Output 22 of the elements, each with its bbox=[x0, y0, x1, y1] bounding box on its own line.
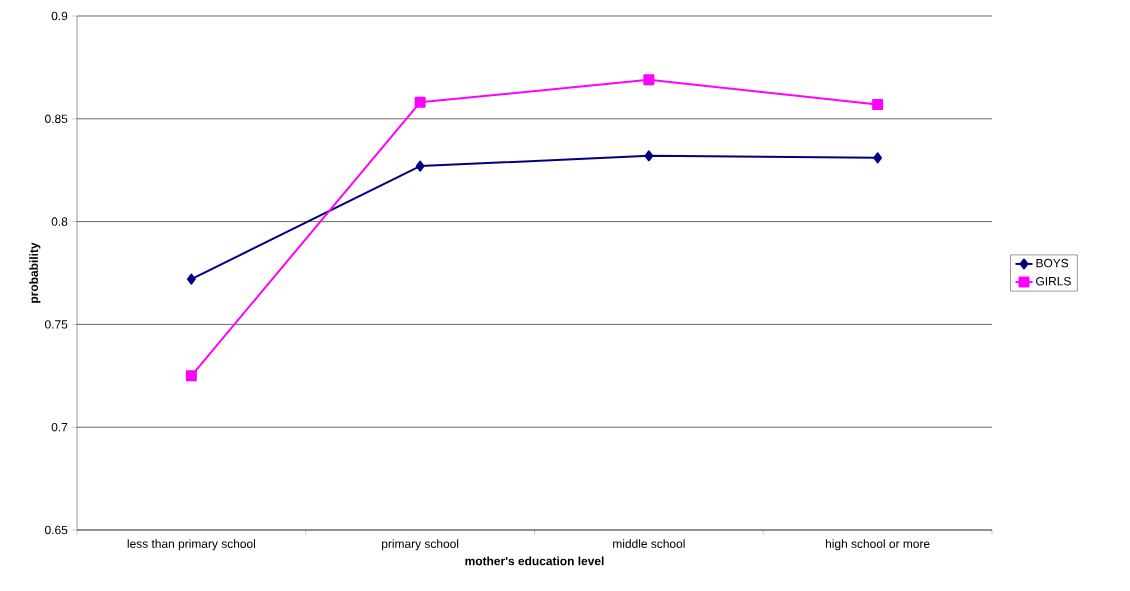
x-tick-label: less than primary school bbox=[127, 539, 256, 551]
legend-label: GIRLS bbox=[1036, 276, 1071, 286]
y-tick-label: 0.8 bbox=[51, 217, 68, 226]
x-tick-label: primary school bbox=[382, 539, 459, 551]
point bbox=[185, 370, 197, 382]
y-tick-label: 0.65 bbox=[45, 525, 68, 535]
y-tick-label: 0.75 bbox=[45, 320, 68, 329]
y-axis-title: probability bbox=[29, 242, 41, 303]
point bbox=[644, 150, 654, 162]
x-axis-title: mother's education level bbox=[465, 556, 604, 566]
x-tick-label: high school or more bbox=[825, 539, 930, 551]
x-tick-label: middle school bbox=[613, 539, 685, 548]
point bbox=[643, 74, 655, 86]
y-tick-label: 0.85 bbox=[45, 114, 68, 124]
legend-label: BOYS bbox=[1036, 258, 1069, 268]
y-tick-label: 0.9 bbox=[51, 11, 68, 21]
point bbox=[873, 152, 883, 164]
point bbox=[872, 98, 884, 110]
point bbox=[415, 160, 425, 172]
point bbox=[187, 273, 196, 285]
y-tick-label: 0.7 bbox=[51, 422, 68, 432]
point bbox=[414, 96, 426, 108]
